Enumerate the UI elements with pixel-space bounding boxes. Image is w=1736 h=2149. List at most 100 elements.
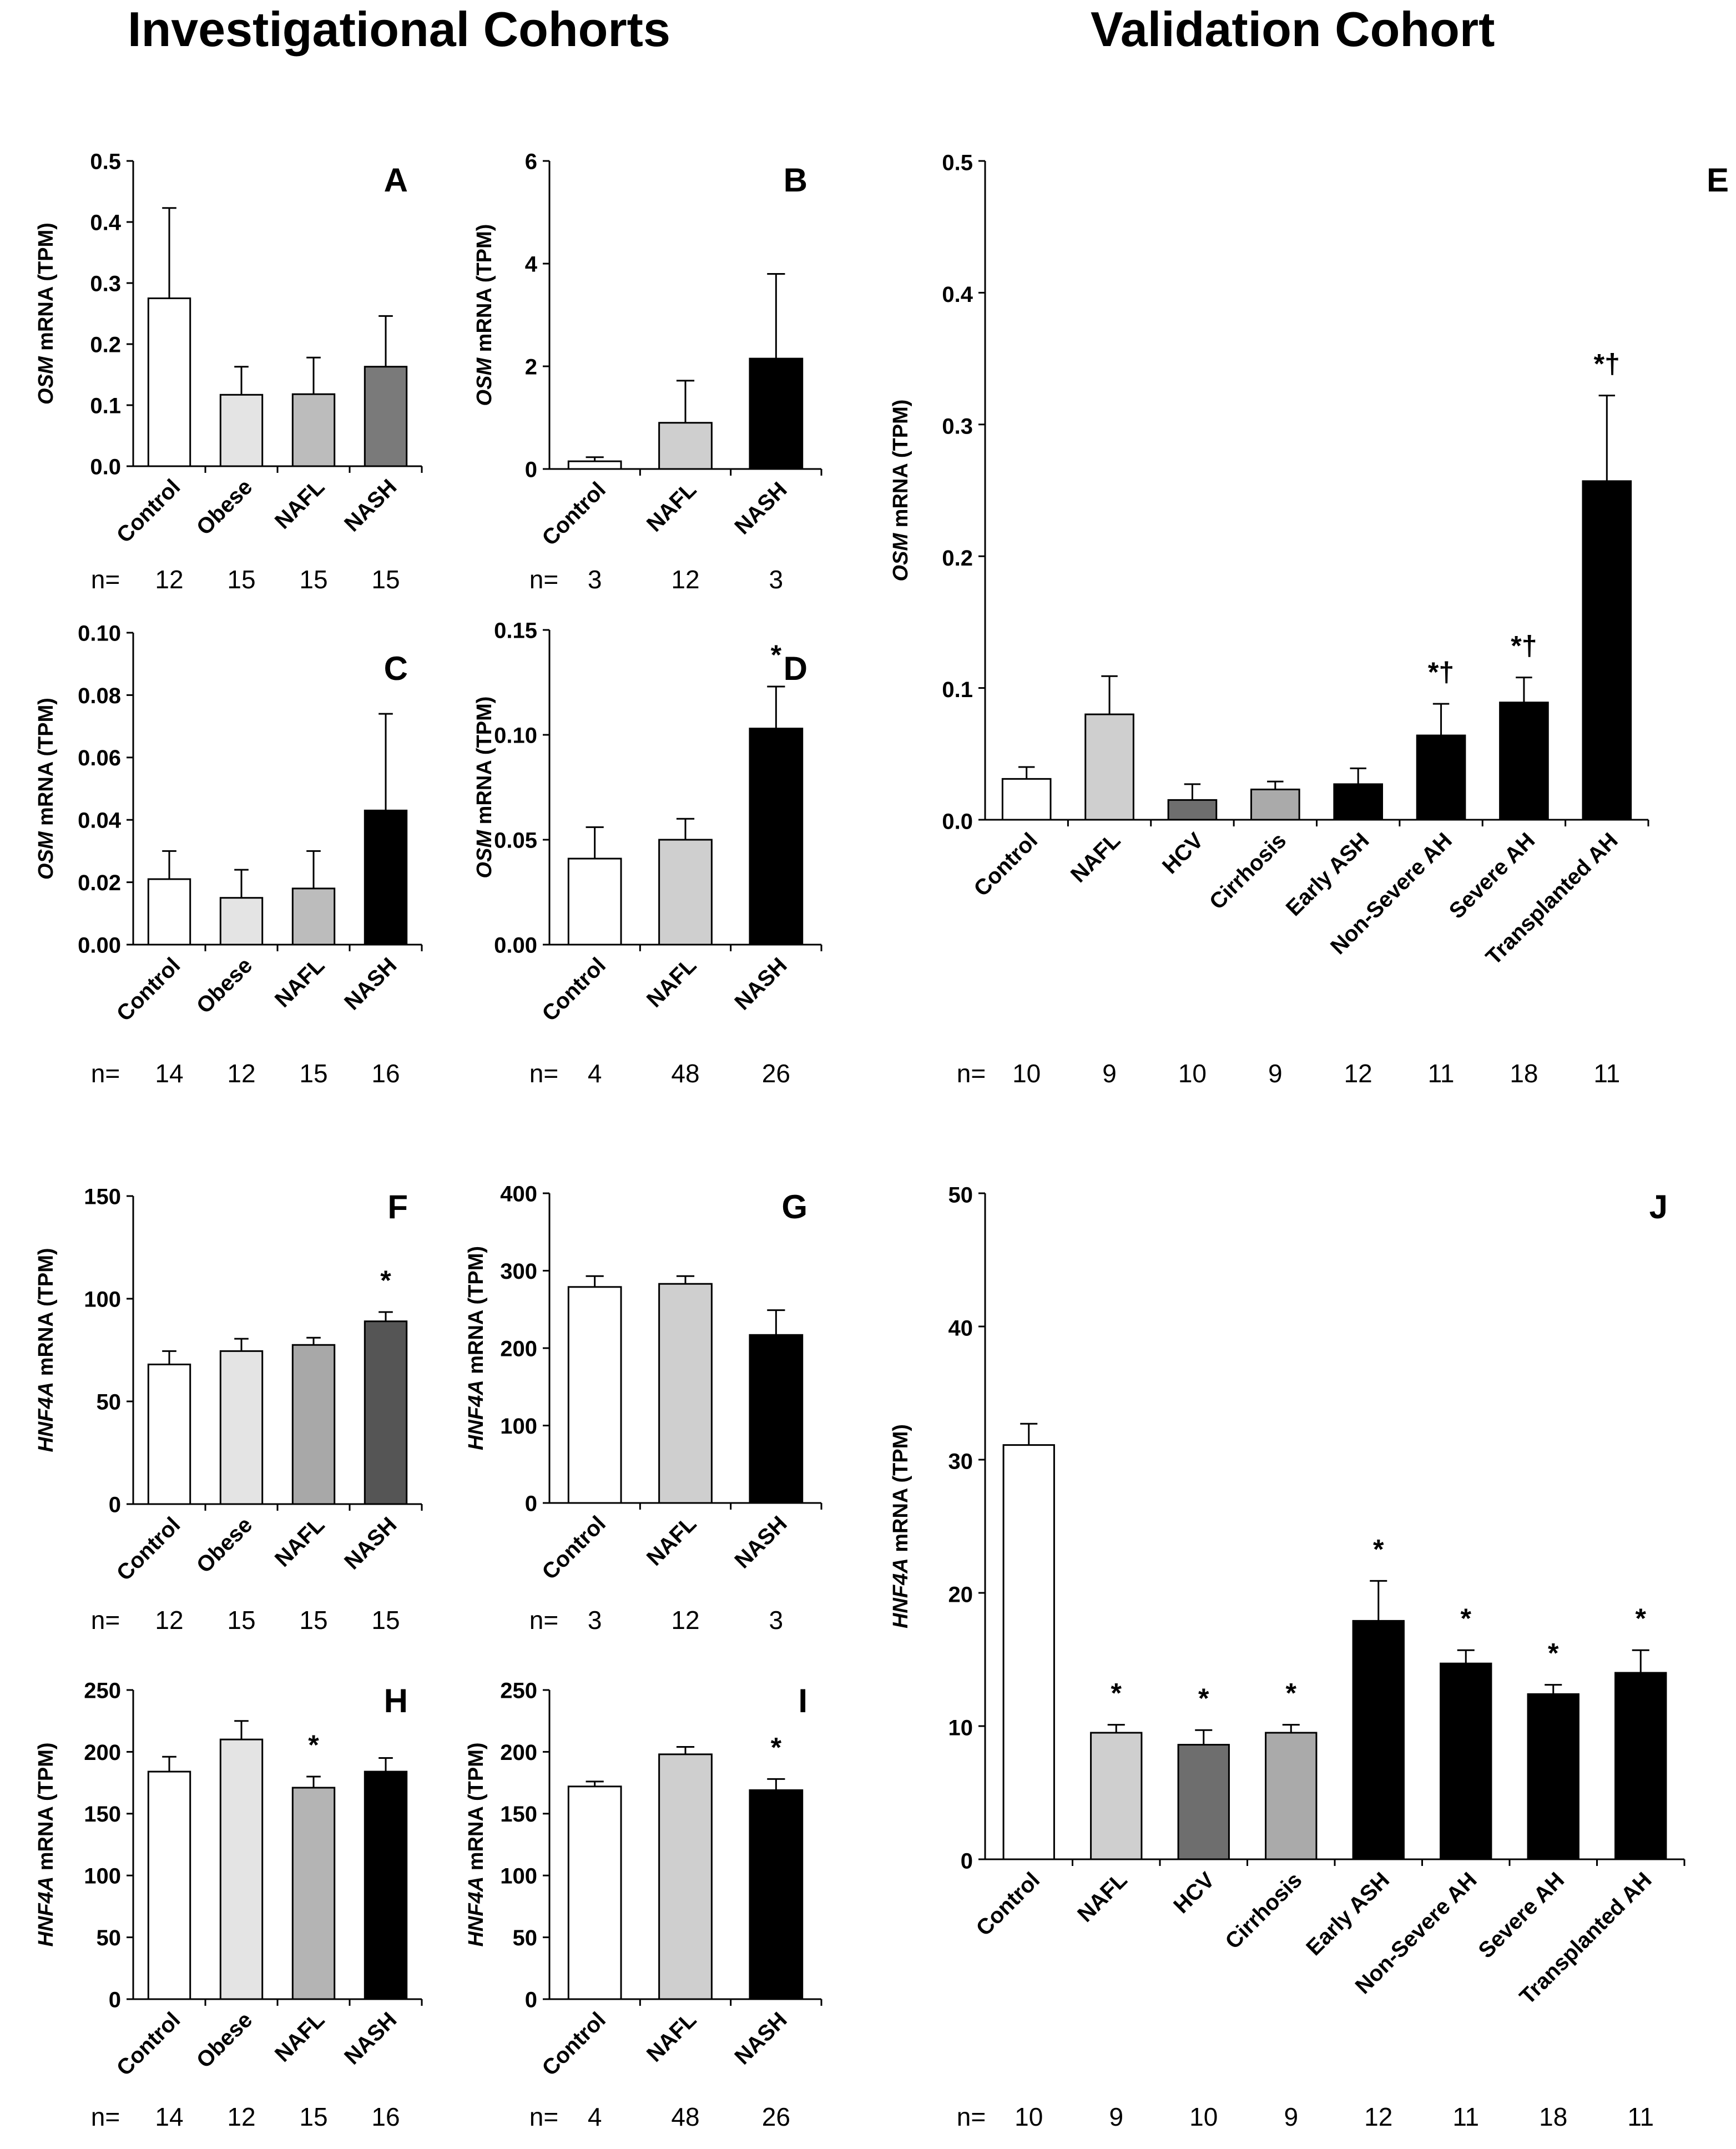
panel-g-n-nafl: 12	[671, 1606, 699, 1635]
panel-j-n-cirrhosis: 9	[1284, 2102, 1298, 2131]
panel-h-y-tick-label: 200	[84, 1741, 121, 1765]
panel-c-letter: C	[384, 650, 408, 687]
panel-e-n-early-ash: 12	[1344, 1059, 1372, 1088]
panel-e-y-axis-unit: mRNA (TPM)	[889, 400, 912, 533]
panel-h-bar-control	[147, 1770, 191, 2000]
panel-j-y-tick-label: 20	[948, 1583, 973, 1607]
panel-a-y-axis-unit: mRNA (TPM)	[34, 223, 58, 356]
panel-e-y-axis-label: OSM mRNA (TPM)	[889, 400, 912, 582]
panel-i-y-tick-label: 100	[500, 1864, 537, 1889]
panel-j-n-transplanted-ah: 11	[1627, 2102, 1654, 2131]
panel-d-n-nash: 26	[762, 1059, 790, 1088]
panel-f-y-tick-label: 150	[84, 1184, 121, 1209]
panel-a-y-tick-label: 0.3	[90, 271, 121, 296]
panel-b-y-tick-label: 6	[525, 149, 537, 174]
panel-e-n-non-severe-ah: 11	[1428, 1059, 1455, 1088]
panel-i-bar-nafl	[658, 1753, 713, 2000]
panel-i-significance-nash: *	[771, 1732, 782, 1763]
panel-c-y-axis-unit: mRNA (TPM)	[34, 698, 58, 831]
panel-h-bar-nafl	[291, 1787, 336, 2000]
panel-h-bar-nash	[364, 1770, 408, 2000]
panel-e-y-tick-label: 0.2	[942, 546, 973, 571]
panel-a-y-axis-label: OSM mRNA (TPM)	[34, 223, 58, 405]
panel-e-n-nafl: 9	[1102, 1059, 1117, 1088]
panel-f-n-obese: 15	[227, 1606, 255, 1635]
panel-b-n-nash: 3	[769, 565, 784, 594]
panel-a-y-axis-gene: OSM	[34, 356, 58, 405]
panel-d-y-tick-label: 0.10	[494, 723, 537, 748]
panel-c-bar-obese	[219, 897, 264, 946]
panel-g-n-control: 3	[588, 1606, 602, 1635]
panel-j-y-tick-label: 10	[948, 1716, 973, 1741]
panel-i-n-control: 4	[588, 2102, 602, 2131]
panel-j-category-hcv: HCV	[1169, 1868, 1219, 1918]
panel-h-y-axis-label: HNF4A mRNA (TPM)	[34, 1742, 58, 1946]
panel-f-y-axis-label: HNF4A mRNA (TPM)	[34, 1248, 58, 1452]
panel-c-y-axis-label: OSM mRNA (TPM)	[34, 698, 58, 880]
panel-c-y-axis-gene: OSM	[34, 831, 58, 880]
panel-c-y-tick-label: 0.02	[78, 871, 121, 895]
panel-i-n-nafl: 48	[671, 2102, 699, 2131]
panel-e-bar-cirrhosis	[1250, 788, 1300, 821]
panel-b-y-tick-label: 2	[525, 355, 537, 379]
panel-a-y-tick-label: 0.4	[90, 210, 121, 235]
panel-d-n-label: n=	[529, 1059, 558, 1088]
panel-c-y-tick-label: 0.08	[78, 684, 121, 708]
panel-h-y-tick-label: 150	[84, 1802, 121, 1827]
panel-h-y-axis-unit: mRNA (TPM)	[34, 1742, 58, 1876]
panel-e-significance-non-severe-ah: *†	[1428, 657, 1454, 688]
panel-d-y-tick-label: 0.00	[494, 933, 537, 957]
panel-e-bar-severe-ah	[1499, 702, 1549, 821]
panel-b-bar-nash	[749, 357, 804, 470]
panel-c-n-label: n=	[91, 1059, 120, 1088]
panel-j-bar-non-severe-ah	[1440, 1662, 1492, 1860]
panel-j-category-severe-ah: Severe AH	[1474, 1868, 1570, 1963]
panel-d-y-axis-gene: OSM	[473, 830, 496, 879]
panel-e-n-severe-ah: 18	[1510, 1059, 1538, 1088]
panel-j-significance-severe-ah: *	[1548, 1638, 1559, 1669]
panel-f-n-nash: 15	[371, 1606, 400, 1635]
panel-d-n-nafl: 48	[671, 1059, 699, 1088]
panel-j-significance-hcv: *	[1198, 1683, 1209, 1714]
panel-g-y-axis-gene: HNF4A	[465, 1380, 488, 1450]
panel-j-y-tick-label: 30	[948, 1450, 973, 1474]
panel-j-y-axis-unit: mRNA (TPM)	[889, 1424, 912, 1558]
panel-a-bar-nafl	[291, 393, 336, 467]
panel-d-letter: D	[784, 650, 808, 687]
panel-f-y-axis-gene: HNF4A	[34, 1382, 58, 1452]
panel-d-bar-nash	[749, 728, 804, 946]
panel-e-n-transplanted-ah: 11	[1593, 1059, 1620, 1088]
panel-c-y-tick-label: 0.00	[78, 933, 121, 957]
panel-j-bar-cirrhosis	[1265, 1732, 1318, 1860]
panel-j-significance-non-severe-ah: *	[1461, 1603, 1472, 1634]
panel-e-significance-severe-ah: *†	[1511, 630, 1537, 662]
panel-j-n-early-ash: 12	[1364, 2102, 1392, 2131]
panel-j-n-nafl: 9	[1109, 2102, 1123, 2131]
panel-a-n-nash: 15	[371, 565, 400, 594]
panel-i-letter: I	[798, 1682, 808, 1719]
panel-e-significance-transplanted-ah: *†	[1594, 349, 1620, 380]
panel-i-n-nash: 26	[762, 2102, 790, 2131]
panel-f-significance-nash: *	[380, 1265, 391, 1296]
panel-e-y-axis-gene: OSM	[889, 533, 912, 582]
panel-f-n-nafl: 15	[299, 1606, 327, 1635]
panel-b-n-control: 3	[588, 565, 602, 594]
panel-j-category-cirrhosis: Cirrhosis	[1220, 1868, 1306, 1954]
panel-i-y-tick-label: 0	[525, 1987, 537, 2012]
panel-e-n-label: n=	[957, 1059, 986, 1088]
panel-c-n-nash: 16	[371, 1059, 400, 1088]
panel-j-significance-nafl: *	[1111, 1678, 1122, 1709]
panel-a-y-tick-label: 0.5	[90, 149, 121, 174]
panel-g-y-axis-label: HNF4A mRNA (TPM)	[465, 1246, 488, 1450]
panel-h-significance-nafl: *	[308, 1729, 319, 1760]
panel-i-y-axis-gene: HNF4A	[465, 1876, 488, 1947]
panel-j-n-control: 10	[1015, 2102, 1043, 2131]
investigational-cohorts-heading: Investigational Cohorts	[128, 2, 670, 57]
panel-f-letter: F	[387, 1188, 408, 1225]
panel-h-n-control: 14	[155, 2102, 183, 2131]
